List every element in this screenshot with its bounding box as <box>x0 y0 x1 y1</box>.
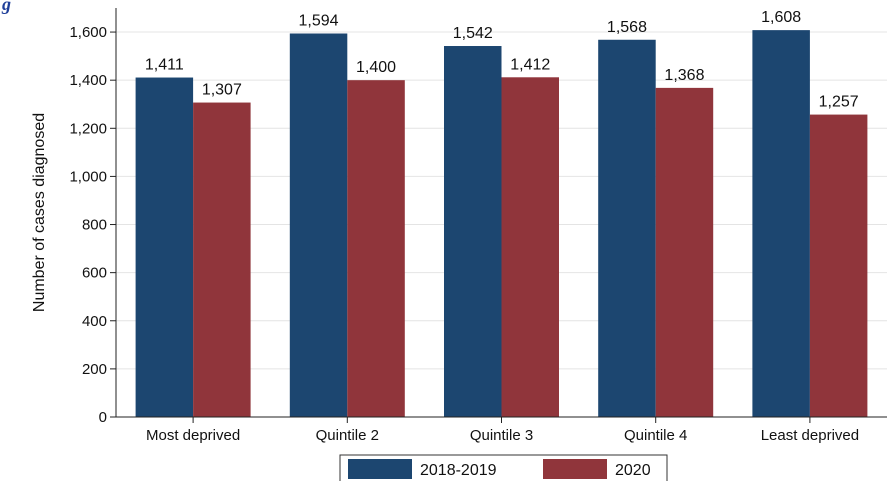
legend: 2018-2019 2020 <box>340 455 667 481</box>
bar-series1 <box>136 78 194 417</box>
data-label: 1,411 <box>145 57 184 74</box>
data-label: 1,307 <box>202 82 242 99</box>
x-tick-label: Quintile 2 <box>316 427 379 444</box>
data-label: 1,542 <box>453 25 493 42</box>
x-tick-label: Quintile 3 <box>470 427 533 444</box>
y-tick-label: 1,600 <box>69 24 107 41</box>
bar-series1 <box>752 30 810 417</box>
data-label: 1,568 <box>607 19 647 36</box>
y-tick-label: 800 <box>82 217 107 234</box>
legend-label: 2020 <box>615 462 651 479</box>
y-tick-label: 1,400 <box>69 72 107 89</box>
bar-series2 <box>656 88 714 417</box>
data-label: 1,594 <box>299 13 339 30</box>
y-tick-label: 1,200 <box>69 120 107 137</box>
data-label: 1,400 <box>356 59 396 76</box>
bar-series2 <box>347 80 405 417</box>
y-tick-label: 400 <box>82 313 107 330</box>
y-tick-label: 1,000 <box>69 168 107 185</box>
legend-swatch <box>543 459 607 479</box>
bars <box>136 30 868 417</box>
bar-series2 <box>193 103 251 417</box>
legend-label: 2018-2019 <box>420 462 497 479</box>
bar-series2 <box>810 115 868 417</box>
bar-series2 <box>502 77 560 417</box>
x-tick-label: Most deprived <box>146 427 240 444</box>
bar-series1 <box>444 46 502 417</box>
y-tick-label: 0 <box>99 409 107 426</box>
y-tick-label: 200 <box>82 361 107 378</box>
y-tick-label: 600 <box>82 265 107 282</box>
data-label: 1,608 <box>761 9 801 26</box>
bar-series1 <box>598 40 656 417</box>
data-label: 1,412 <box>510 56 550 73</box>
partial-heading: g <box>1 0 11 14</box>
data-label: 1,257 <box>819 94 859 111</box>
data-label: 1,368 <box>664 67 704 84</box>
bar-series1 <box>290 34 348 417</box>
legend-swatch <box>348 459 412 479</box>
y-axis-label: Number of cases diagnosed <box>31 113 48 312</box>
x-tick-label: Quintile 4 <box>624 427 687 444</box>
x-tick-label: Least deprived <box>761 427 859 444</box>
